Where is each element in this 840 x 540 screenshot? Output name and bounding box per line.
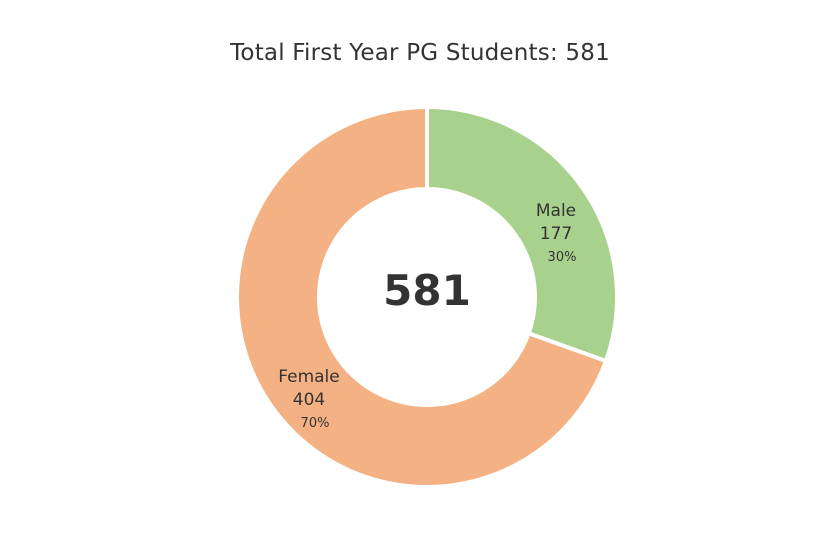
chart-title: Total First Year PG Students: 581 bbox=[230, 40, 610, 66]
slice-value-female: 404 bbox=[293, 390, 325, 410]
slice-female bbox=[235, 104, 609, 489]
donut-slices bbox=[235, 104, 619, 489]
slice-label-male: Male bbox=[536, 201, 576, 221]
slice-value-male: 177 bbox=[540, 224, 572, 244]
slice-labels: Male 177 30% Female 404 70% bbox=[278, 201, 576, 431]
center-total: 581 bbox=[383, 266, 471, 315]
slice-percent-male: 30% bbox=[548, 250, 577, 265]
slice-percent-female: 70% bbox=[301, 416, 330, 431]
slice-male bbox=[425, 104, 619, 364]
slice-label-female: Female bbox=[278, 367, 339, 387]
